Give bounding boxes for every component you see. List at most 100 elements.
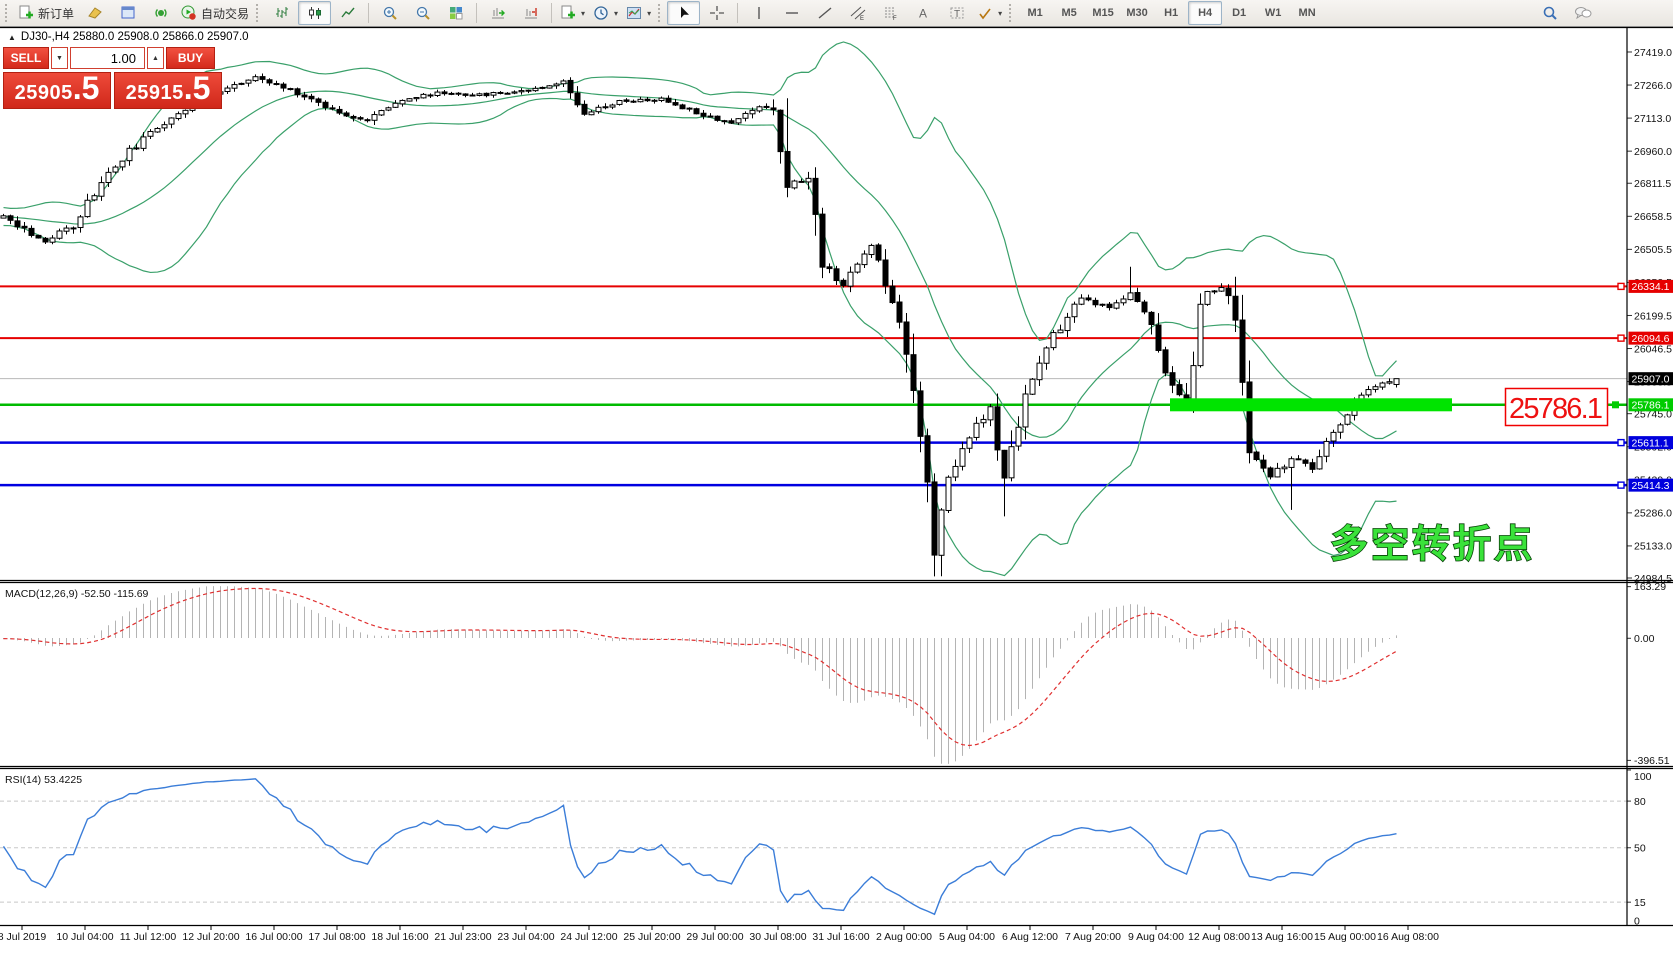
search-icon xyxy=(1542,5,1558,21)
zoom-in-button[interactable] xyxy=(373,1,406,25)
volume-input[interactable]: 1.00 xyxy=(70,47,145,69)
arrows-button[interactable]: ▾ xyxy=(973,1,1006,25)
profiles-button[interactable] xyxy=(78,1,111,25)
zoom-in-icon xyxy=(382,5,398,21)
candlestick-chart-button[interactable] xyxy=(298,1,331,25)
crosshair-button[interactable] xyxy=(700,1,733,25)
periods-clock-icon xyxy=(593,5,609,21)
toolbar-drag-handle[interactable] xyxy=(5,4,11,22)
text-icon: A xyxy=(916,5,932,21)
vertical-line-button[interactable] xyxy=(742,1,775,25)
dropdown-arrow-icon: ▾ xyxy=(647,9,651,18)
svg-text:17 Jul 08:00: 17 Jul 08:00 xyxy=(308,931,365,943)
indicators-button[interactable]: ▾ xyxy=(556,1,589,25)
tf-button-M5[interactable]: M5 xyxy=(1052,1,1086,25)
tf-button-H1[interactable]: H1 xyxy=(1154,1,1188,25)
new-order-button[interactable]: 新订单 xyxy=(14,1,78,25)
chart-title: ▲ DJ30-,H4 25880.0 25908.0 25866.0 25907… xyxy=(8,31,249,43)
buy-price-tile[interactable]: 25915 .5 xyxy=(114,72,222,109)
svg-text:27266.0: 27266.0 xyxy=(1634,80,1672,92)
dropdown-arrow-icon: ▾ xyxy=(998,9,1002,18)
text-label-button[interactable]: T xyxy=(940,1,973,25)
data-window-button[interactable] xyxy=(111,1,144,25)
sell-price-tile[interactable]: 25905 .5 xyxy=(3,72,111,109)
equidistant-channel-icon: E xyxy=(850,5,866,21)
svg-text:16 Jul 00:00: 16 Jul 00:00 xyxy=(245,931,302,943)
signals-button[interactable] xyxy=(144,1,177,25)
templates-button[interactable]: ▾ xyxy=(622,1,655,25)
chat-icon xyxy=(1574,5,1592,21)
svg-text:26199.5: 26199.5 xyxy=(1634,310,1672,322)
svg-text:50: 50 xyxy=(1634,843,1646,855)
svg-text:T: T xyxy=(954,9,960,20)
svg-text:18 Jul 16:00: 18 Jul 16:00 xyxy=(371,931,428,943)
toolbar-drag-handle[interactable] xyxy=(1009,4,1015,22)
volume-increase-button[interactable]: ▲ xyxy=(147,47,164,69)
horizontal-line-button[interactable] xyxy=(775,1,808,25)
equidistant-channel-button[interactable]: E xyxy=(841,1,874,25)
auto-scroll-button[interactable] xyxy=(481,1,514,25)
chart-shift-button[interactable] xyxy=(514,1,547,25)
svg-text:13 Aug 16:00: 13 Aug 16:00 xyxy=(1251,931,1313,943)
svg-text:100: 100 xyxy=(1634,771,1652,783)
search-button[interactable] xyxy=(1533,1,1566,25)
sell-price-frac: .5 xyxy=(73,73,100,103)
svg-text:多空转折点: 多空转折点 xyxy=(1330,524,1535,566)
autotrading-button[interactable]: 自动交易 xyxy=(177,1,253,25)
buy-price-frac: .5 xyxy=(184,73,211,103)
trendline-icon xyxy=(817,5,833,21)
svg-text:25286.0: 25286.0 xyxy=(1634,508,1672,520)
svg-text:5 Aug 04:00: 5 Aug 04:00 xyxy=(939,931,995,943)
buy-button[interactable]: BUY xyxy=(166,47,215,69)
tf-button-W1[interactable]: W1 xyxy=(1256,1,1290,25)
fibonacci-button[interactable]: F xyxy=(874,1,907,25)
toolbar-drag-handle[interactable] xyxy=(256,4,262,22)
sell-button[interactable]: SELL xyxy=(3,47,49,69)
tile-windows-button[interactable] xyxy=(439,1,472,25)
svg-text:31 Jul 16:00: 31 Jul 16:00 xyxy=(812,931,869,943)
new-order-icon xyxy=(18,5,34,21)
tf-button-D1[interactable]: D1 xyxy=(1222,1,1256,25)
chart-shift-icon xyxy=(523,5,539,21)
trendline-button[interactable] xyxy=(808,1,841,25)
svg-text:F: F xyxy=(893,16,897,21)
toolbar-drag-handle[interactable] xyxy=(658,4,664,22)
horizontal-line-icon xyxy=(784,5,800,21)
svg-text:29 Jul 00:00: 29 Jul 00:00 xyxy=(686,931,743,943)
svg-text:25907.0: 25907.0 xyxy=(1632,373,1670,385)
tf-button-M1[interactable]: M1 xyxy=(1018,1,1052,25)
chat-button[interactable] xyxy=(1566,1,1599,25)
svg-text:E: E xyxy=(860,16,864,21)
line-chart-button[interactable] xyxy=(331,1,364,25)
tf-button-H4[interactable]: H4 xyxy=(1188,1,1222,25)
svg-text:26334.1: 26334.1 xyxy=(1632,281,1670,293)
svg-text:23 Jul 04:00: 23 Jul 04:00 xyxy=(497,931,554,943)
zoom-out-button[interactable] xyxy=(406,1,439,25)
collapse-icon[interactable]: ▲ xyxy=(8,33,16,42)
periods-button[interactable]: ▾ xyxy=(589,1,622,25)
buy-price-main: 25915 xyxy=(126,82,184,105)
svg-text:12 Aug 08:00: 12 Aug 08:00 xyxy=(1188,931,1250,943)
bar-chart-icon xyxy=(274,5,290,21)
svg-text:8 Jul 2019: 8 Jul 2019 xyxy=(0,931,46,943)
crosshair-icon xyxy=(709,5,725,21)
tf-button-M15[interactable]: M15 xyxy=(1086,1,1120,25)
volume-decrease-button[interactable]: ▼ xyxy=(51,47,68,69)
svg-text:25611.1: 25611.1 xyxy=(1632,437,1669,449)
vertical-line-icon xyxy=(751,5,767,21)
fibonacci-icon: F xyxy=(883,5,899,21)
svg-text:21 Jul 23:00: 21 Jul 23:00 xyxy=(434,931,491,943)
svg-text:RSI(14) 53.4225: RSI(14) 53.4225 xyxy=(5,774,82,786)
text-button[interactable]: A xyxy=(907,1,940,25)
auto-scroll-icon xyxy=(490,5,506,21)
tf-button-MN[interactable]: MN xyxy=(1290,1,1324,25)
cursor-button[interactable] xyxy=(667,1,700,25)
one-click-trading-panel: SELL ▼ 1.00 ▲ BUY 25905 .5 25915 .5 xyxy=(3,47,222,109)
templates-icon xyxy=(626,5,642,21)
svg-text:25786.1: 25786.1 xyxy=(1509,393,1603,425)
bar-chart-button[interactable] xyxy=(265,1,298,25)
tf-button-M30[interactable]: M30 xyxy=(1120,1,1154,25)
